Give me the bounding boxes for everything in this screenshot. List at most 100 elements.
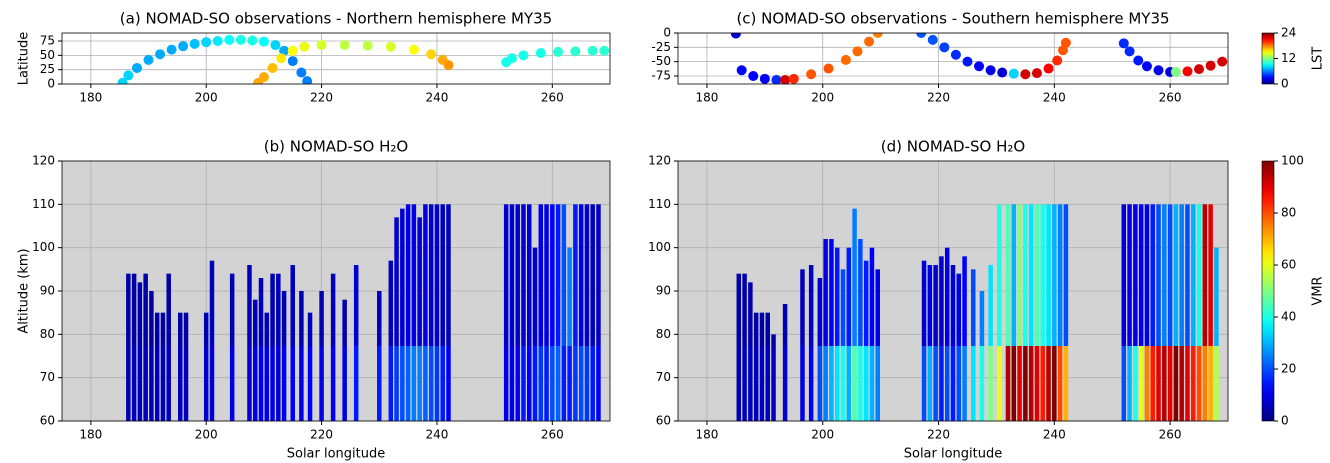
point: [1194, 64, 1205, 75]
profile-lower: [863, 346, 869, 421]
y-tick-label: 70: [656, 370, 671, 384]
profile-upper: [988, 265, 993, 346]
profile-lower: [160, 346, 166, 421]
profile-lower: [1011, 346, 1017, 421]
profile-lower: [258, 346, 264, 421]
profile-upper: [209, 260, 215, 346]
profile-upper: [131, 273, 137, 346]
x-tick-label: 180: [695, 428, 718, 442]
point: [927, 34, 938, 45]
x-tick-label: 180: [695, 91, 718, 105]
point: [599, 45, 610, 56]
profile-upper: [852, 208, 857, 346]
profile-lower: [971, 346, 976, 421]
profile-lower: [1167, 346, 1173, 421]
profile-lower: [550, 346, 555, 421]
profile-upper: [440, 204, 445, 346]
profile-upper: [388, 260, 394, 346]
profile-upper: [405, 204, 411, 346]
profile-upper: [1208, 204, 1213, 346]
profile-upper: [276, 273, 281, 346]
profile-upper: [869, 247, 875, 346]
profile-lower: [394, 346, 399, 421]
profile-upper: [1162, 204, 1167, 346]
point: [759, 73, 770, 84]
profile-lower: [515, 346, 520, 421]
profile-lower: [829, 346, 834, 421]
profile-lower: [840, 346, 846, 421]
y-tick-label: 100: [648, 240, 671, 254]
point: [287, 56, 298, 67]
colorbar-tick-label: 0: [1281, 414, 1289, 428]
profile-upper: [971, 269, 976, 346]
profile-lower: [417, 346, 422, 421]
profile-upper: [590, 204, 595, 346]
point: [276, 53, 287, 64]
point: [362, 40, 373, 51]
profile-lower: [178, 346, 183, 421]
x-tick-label: 260: [1159, 428, 1182, 442]
y-tick-label: -50: [651, 54, 671, 68]
plot-area: [62, 33, 610, 84]
point: [570, 46, 581, 57]
profile-lower: [521, 346, 526, 421]
profile-lower: [753, 346, 759, 421]
profile-upper: [229, 273, 235, 346]
profile-upper: [927, 265, 933, 346]
profile-upper: [1057, 204, 1063, 346]
profile-lower: [1127, 346, 1132, 421]
profile-lower: [503, 346, 509, 421]
profile-lower: [933, 346, 938, 421]
point: [518, 50, 529, 61]
point: [258, 72, 269, 83]
profile-upper: [863, 260, 869, 346]
profile-upper: [1005, 204, 1011, 346]
point: [852, 46, 863, 57]
x-tick-label: 180: [79, 91, 102, 105]
profile-lower: [817, 346, 823, 421]
profile-upper: [956, 273, 962, 346]
point: [235, 34, 246, 45]
point: [1170, 66, 1181, 77]
profile-upper: [550, 204, 555, 346]
profile-lower: [997, 346, 1002, 421]
profile-upper: [423, 204, 428, 346]
profile-upper: [1191, 204, 1196, 346]
profile-lower: [800, 346, 805, 421]
profile-lower: [921, 346, 927, 421]
profile-lower: [927, 346, 933, 421]
profile-lower: [567, 346, 572, 421]
point: [1141, 61, 1152, 72]
point: [258, 36, 269, 47]
profile-upper: [247, 265, 252, 346]
x-tick-label: 200: [195, 91, 218, 105]
colorbar-tick-label: 40: [1281, 310, 1296, 324]
point: [840, 54, 851, 65]
profile-upper: [503, 204, 509, 346]
profile-upper: [979, 291, 985, 346]
profile-upper: [567, 247, 572, 346]
profile-lower: [137, 346, 143, 421]
point: [212, 36, 223, 47]
point: [1133, 55, 1144, 66]
profile-upper: [1040, 204, 1045, 346]
profile-upper: [446, 204, 451, 346]
profile-upper: [817, 278, 823, 346]
profile-lower: [1162, 346, 1167, 421]
y-axis-label: Latitude: [17, 32, 32, 86]
profile-lower: [561, 346, 567, 421]
profile-upper: [808, 265, 814, 346]
y-tick-label: 100: [32, 240, 55, 254]
profile-upper: [765, 312, 770, 346]
profile-lower: [276, 346, 281, 421]
profile-upper: [1138, 204, 1144, 346]
y-tick-label: 60: [656, 414, 671, 428]
point: [780, 74, 791, 84]
y-tick-label: 0: [47, 77, 55, 91]
profile-lower: [1023, 346, 1028, 421]
profile-upper: [1011, 204, 1017, 346]
plot-frame: [61, 32, 611, 85]
profile-upper: [394, 217, 399, 346]
profile-lower: [1179, 346, 1184, 421]
